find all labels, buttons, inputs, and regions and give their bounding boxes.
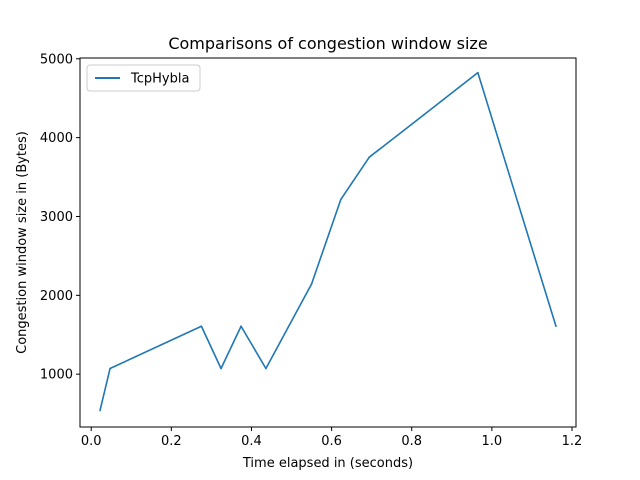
y-tick-label: 1000: [40, 368, 73, 383]
data-point: [477, 71, 479, 74]
data-point: [310, 283, 313, 285]
x-tick-label: 0.6: [321, 434, 342, 449]
legend: TcpHybla: [86, 64, 201, 92]
data-point: [99, 409, 101, 412]
x-axis: 0.0 0.2 0.4 0.6 0.8 1.0 1.2: [81, 427, 582, 449]
data-point: [422, 114, 425, 116]
y-tick-label: 3000: [40, 210, 73, 225]
y-tick-label: 4000: [40, 131, 73, 146]
x-tick-label: 0.4: [241, 434, 262, 449]
y-tick-label: 5000: [40, 52, 73, 67]
data-point: [265, 367, 267, 370]
data-point: [368, 156, 371, 158]
x-axis-label: Time elapsed in (seconds): [242, 456, 413, 471]
data-point: [340, 198, 342, 201]
y-axis-label: Congestion window size in (Bytes): [15, 131, 30, 354]
y-tick-label: 2000: [40, 289, 73, 304]
x-tick-label: 1.2: [562, 434, 583, 449]
legend-label-tcphybla: TcpHybla: [130, 72, 189, 87]
x-tick-label: 1.0: [482, 434, 503, 449]
chart-title: Comparisons of congestion window size: [168, 34, 487, 53]
plot-frame: [79, 57, 577, 428]
series-layer: [99, 71, 557, 412]
x-tick-label: 0.2: [161, 434, 182, 449]
data-point: [220, 367, 222, 370]
x-tick-label: 0.0: [81, 434, 102, 449]
y-axis: 1000 2000 3000 4000 5000: [40, 52, 80, 383]
data-point: [555, 325, 557, 328]
data-point: [200, 325, 203, 328]
data-point: [109, 367, 111, 370]
series-line-tcphybla: [99, 71, 557, 411]
x-tick-label: 0.8: [401, 434, 422, 449]
data-point: [240, 325, 242, 328]
plot-area: [80, 58, 576, 427]
legend-box: [86, 64, 201, 92]
